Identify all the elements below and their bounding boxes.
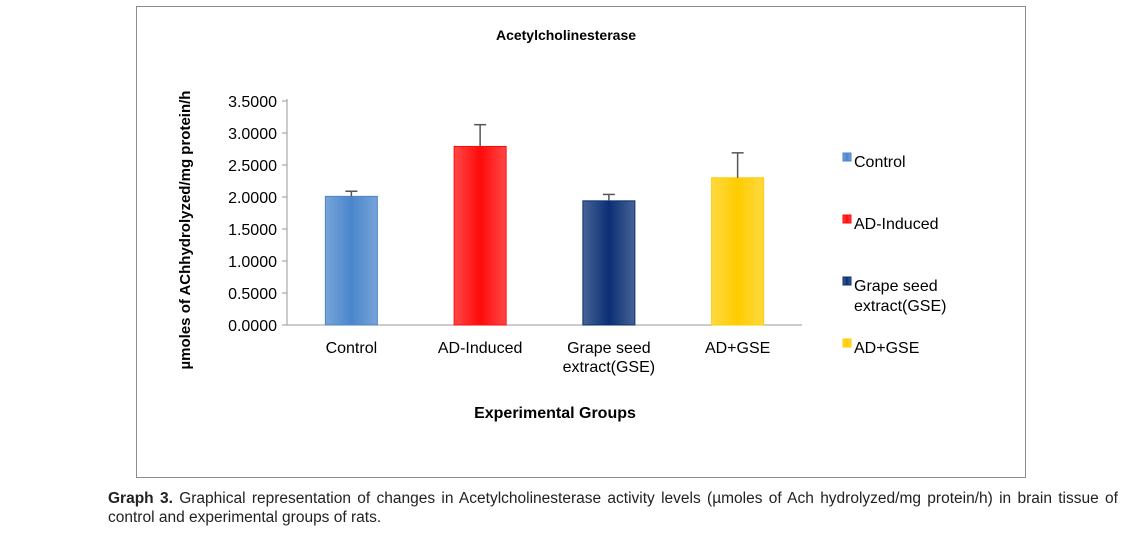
legend-swatch-1 (842, 214, 852, 224)
y-axis-title: µmoles of AChhydrolyzed/mg protein/h (177, 91, 194, 370)
y-tick-label: 0.5000 (228, 286, 277, 303)
caption-text: Graphical representation of changes in A… (108, 490, 1118, 526)
x-tick-label: AD-Induced (438, 340, 523, 357)
legend-label: Grape seed (854, 278, 938, 295)
caption-label: Graph 3. (108, 490, 173, 507)
x-axis-title: Experimental Groups (474, 405, 636, 422)
bar-2 (582, 200, 636, 326)
bar-chart: Acetylcholinesterase 0.0000 0.5000 1.0000 1.… (177, 27, 946, 422)
x-tick-label: extract(GSE) (563, 359, 655, 376)
legend-swatch-0 (842, 152, 852, 162)
y-tick-label: 1.0000 (228, 254, 277, 271)
legend-swatch-2 (842, 276, 852, 286)
legend-label: Control (854, 154, 906, 171)
y-tick-label: 2.0000 (228, 190, 277, 207)
chart-frame (136, 6, 1026, 478)
bar-1 (453, 145, 507, 326)
x-tick-label: Grape seed (567, 340, 651, 357)
y-tick-label: 3.5000 (228, 94, 277, 111)
legend-label: AD+GSE (854, 340, 919, 357)
bar-3 (711, 177, 765, 326)
chart-title: Acetylcholinesterase (496, 27, 636, 43)
legend-label: extract(GSE) (854, 298, 946, 315)
legend-swatch-3 (842, 338, 852, 348)
y-tick-label: 2.5000 (228, 158, 277, 175)
y-tick-label: 0.0000 (228, 318, 277, 335)
legend-label: AD-Induced (854, 216, 939, 233)
x-tick-label: Control (326, 340, 378, 357)
figure-caption: Graph 3. Graphical representation of cha… (108, 489, 1118, 527)
y-tick-label: 1.5000 (228, 222, 277, 239)
x-tick-label: AD+GSE (705, 340, 770, 357)
bar-0 (324, 195, 378, 326)
y-tick-label: 3.0000 (228, 126, 277, 143)
